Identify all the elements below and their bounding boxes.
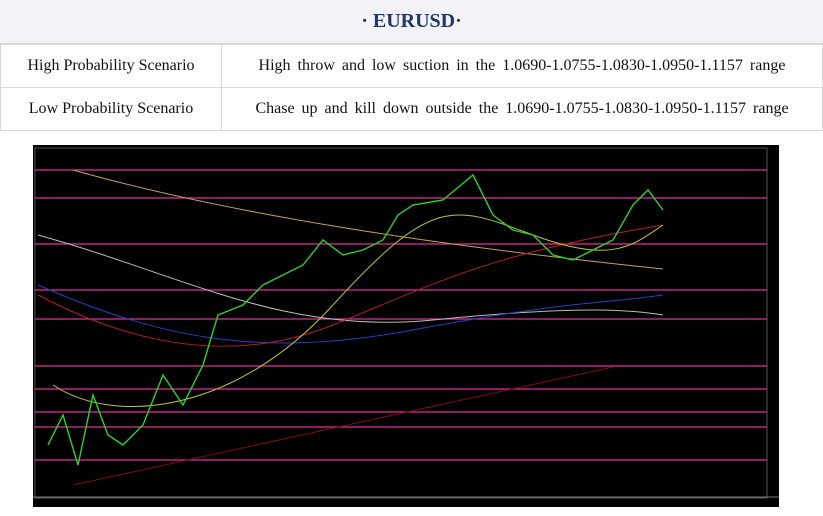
chart-frame [34,147,768,499]
price-path [47,173,664,466]
cell: High Probability Scenario [0,44,222,88]
cell: High throw and low suction in the 1.0690… [221,44,823,88]
row: Low Probability Scenario Chase up and ki… [0,87,823,131]
scenario-table: High Probability Scenario High throw and… [0,44,823,131]
cell: Chase up and kill down outside the 1.069… [221,87,823,131]
row: High Probability Scenario High throw and… [0,44,823,88]
title: · EURUSD· [0,0,823,44]
cell: Low Probability Scenario [0,87,222,131]
chart-background [33,145,779,507]
moving-averages [37,169,664,486]
chart-image [33,145,779,507]
level-lines [35,169,767,461]
